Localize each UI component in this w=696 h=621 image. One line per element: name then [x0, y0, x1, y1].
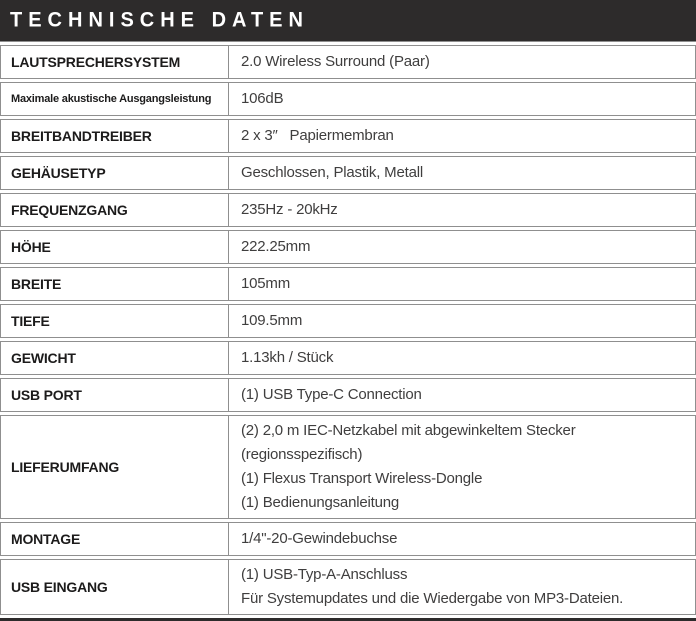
- table-row: USB EINGANG (1) USB-Typ-A-Anschluss Für S…: [0, 559, 696, 615]
- spec-value-line: 235Hz - 20kHz: [241, 201, 338, 218]
- spec-label: Maximale akustische Ausgangsleistung: [11, 93, 212, 105]
- spec-value-line: 222.25mm: [241, 238, 311, 255]
- value-cell: (2) 2,0 m IEC-Netzkabel mit abgewinkelte…: [229, 416, 695, 518]
- spec-label-cell: FREQUENZGANG: [1, 194, 229, 226]
- spec-label: USB EINGANG: [11, 579, 108, 595]
- spec-label: BREITBANDTREIBER: [11, 128, 152, 144]
- table-row: Maximale akustische Ausgangsleistung 106…: [0, 82, 696, 116]
- spec-label-cell: MONTAGE: [1, 523, 229, 555]
- spec-label-cell: USB PORT: [1, 379, 229, 411]
- value-cell: (1) USB Type-C Connection: [229, 379, 695, 411]
- value-cell: 2 x 3″ Papiermembran: [229, 120, 695, 152]
- spec-label-cell: LIEFERUMFANG: [1, 416, 229, 518]
- spec-label: USB PORT: [11, 387, 82, 403]
- value-cell: 1/4"-20-Gewindebuchse: [229, 523, 695, 555]
- spec-label: BREITE: [11, 276, 62, 292]
- spec-label: HÖHE: [11, 239, 51, 255]
- spec-label-cell: TIEFE: [1, 305, 229, 337]
- table-row: GEWICHT 1.13kh / Stück: [0, 341, 696, 375]
- spec-label: GEWICHT: [11, 350, 76, 366]
- spec-value-line: 1.13kh / Stück: [241, 349, 334, 366]
- spec-value-line: Geschlossen, Plastik, Metall: [241, 164, 423, 181]
- spec-label-cell: LAUTSPRECHERSYSTEM: [1, 46, 229, 78]
- spec-value-line: (1) Flexus Transport Wireless-Dongle: [241, 470, 483, 487]
- spec-label-cell: BREITE: [1, 268, 229, 300]
- spec-value-line: (2) 2,0 m IEC-Netzkabel mit abgewinkelte…: [241, 422, 580, 463]
- spec-label-cell: GEHÄUSETYP: [1, 157, 229, 189]
- page-title: TECHNISCHE DATEN: [10, 8, 309, 32]
- spec-label-cell: BREITBANDTREIBER: [1, 120, 229, 152]
- table-row: USB PORT (1) USB Type-C Connection: [0, 378, 696, 412]
- spec-value-line: 2 x 3″ Papiermembran: [241, 127, 394, 144]
- spec-value-line: Für Systemupdates und die Wiedergabe von…: [241, 590, 624, 607]
- table-row: BREITE 105mm: [0, 267, 696, 301]
- spec-value-line: (1) USB-Typ-A-Anschluss: [241, 566, 408, 583]
- spec-label-cell: Maximale akustische Ausgangsleistung: [1, 83, 229, 115]
- spec-table: LAUTSPRECHERSYSTEM 2.0 Wireless Surround…: [0, 42, 696, 618]
- value-cell: 109.5mm: [229, 305, 695, 337]
- table-row: TIEFE 109.5mm: [0, 304, 696, 338]
- spec-label: FREQUENZGANG: [11, 202, 128, 218]
- spec-label-cell: GEWICHT: [1, 342, 229, 374]
- spec-label: LIEFERUMFANG: [11, 459, 120, 475]
- spec-label-cell: HÖHE: [1, 231, 229, 263]
- table-row: LAUTSPRECHERSYSTEM 2.0 Wireless Surround…: [0, 45, 696, 79]
- value-cell: 235Hz - 20kHz: [229, 194, 695, 226]
- spec-label: TIEFE: [11, 313, 50, 329]
- value-cell: Geschlossen, Plastik, Metall: [229, 157, 695, 189]
- spec-label-cell: USB EINGANG: [1, 560, 229, 614]
- table-row: BREITBANDTREIBER 2 x 3″ Papiermembran: [0, 119, 696, 153]
- value-cell: 106dB: [229, 83, 695, 115]
- spec-value-line: 1/4"-20-Gewindebuchse: [241, 530, 398, 547]
- table-row: LIEFERUMFANG (2) 2,0 m IEC-Netzkabel mit…: [0, 415, 696, 519]
- value-cell: 2.0 Wireless Surround (Paar): [229, 46, 695, 78]
- value-cell: 105mm: [229, 268, 695, 300]
- table-row: HÖHE 222.25mm: [0, 230, 696, 264]
- spec-label: MONTAGE: [11, 531, 81, 547]
- spec-value-line: 109.5mm: [241, 312, 303, 329]
- value-cell: 1.13kh / Stück: [229, 342, 695, 374]
- table-row: FREQUENZGANG 235Hz - 20kHz: [0, 193, 696, 227]
- spec-label: LAUTSPRECHERSYSTEM: [11, 54, 181, 70]
- spec-value-line: (1) Bedienungsanleitung: [241, 494, 400, 511]
- table-row: MONTAGE 1/4"-20-Gewindebuchse: [0, 522, 696, 556]
- spec-value-line: 2.0 Wireless Surround (Paar): [241, 53, 430, 70]
- spec-value-line: 106dB: [241, 90, 284, 107]
- spec-value-line: (1) USB Type-C Connection: [241, 386, 422, 403]
- value-cell: 222.25mm: [229, 231, 695, 263]
- spec-label: GEHÄUSETYP: [11, 165, 106, 181]
- spec-value-line: 105mm: [241, 275, 291, 292]
- header-bar: TECHNISCHE DATEN: [0, 0, 696, 42]
- table-row: GEHÄUSETYP Geschlossen, Plastik, Metall: [0, 156, 696, 190]
- value-cell: (1) USB-Typ-A-Anschluss Für Systemupdates…: [229, 560, 695, 614]
